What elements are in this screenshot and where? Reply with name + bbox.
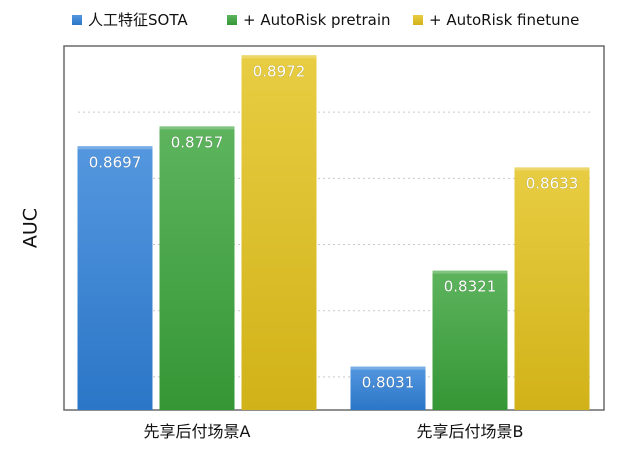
x-tick-label: 先享后付场景B	[417, 422, 524, 441]
plot-area	[63, 45, 605, 411]
bar-highlight	[514, 167, 590, 171]
data-label: 0.8633	[526, 174, 579, 192]
y-axis-label: AUC	[20, 208, 42, 248]
bars	[77, 55, 590, 411]
legend-label: + AutoRisk finetune	[429, 11, 579, 29]
legend-label: 人工特征SOTA	[88, 11, 188, 29]
data-label: 0.8757	[171, 133, 224, 151]
legend-swatch	[413, 15, 423, 25]
bar-highlight	[77, 146, 153, 150]
legend-label: + AutoRisk pretrain	[243, 11, 391, 29]
legend: 人工特征SOTA + AutoRisk pretrain + AutoRisk fi…	[72, 11, 579, 29]
bar	[77, 146, 153, 411]
data-label: 0.8321	[444, 278, 497, 296]
bar	[350, 366, 426, 410]
x-tick-labels: 先享后付场景A 先享后付场景B	[144, 422, 524, 441]
legend-swatch	[227, 15, 237, 25]
bar	[241, 55, 317, 411]
x-tick-label: 先享后付场景A	[144, 422, 251, 441]
legend-swatch	[72, 15, 82, 25]
bar	[159, 126, 235, 410]
bar-highlight	[159, 126, 235, 130]
bar	[514, 167, 590, 410]
bar-highlight	[432, 270, 508, 274]
data-label: 0.8031	[362, 374, 415, 392]
bar-highlight	[350, 366, 426, 370]
bar	[432, 270, 508, 410]
data-labels: 0.8697 0.8757 0.8972 0.8031 0.8321 0.8633	[88, 62, 579, 392]
bar-highlight	[241, 55, 317, 59]
data-label: 0.8972	[253, 62, 306, 80]
data-label: 0.8697	[89, 153, 142, 171]
